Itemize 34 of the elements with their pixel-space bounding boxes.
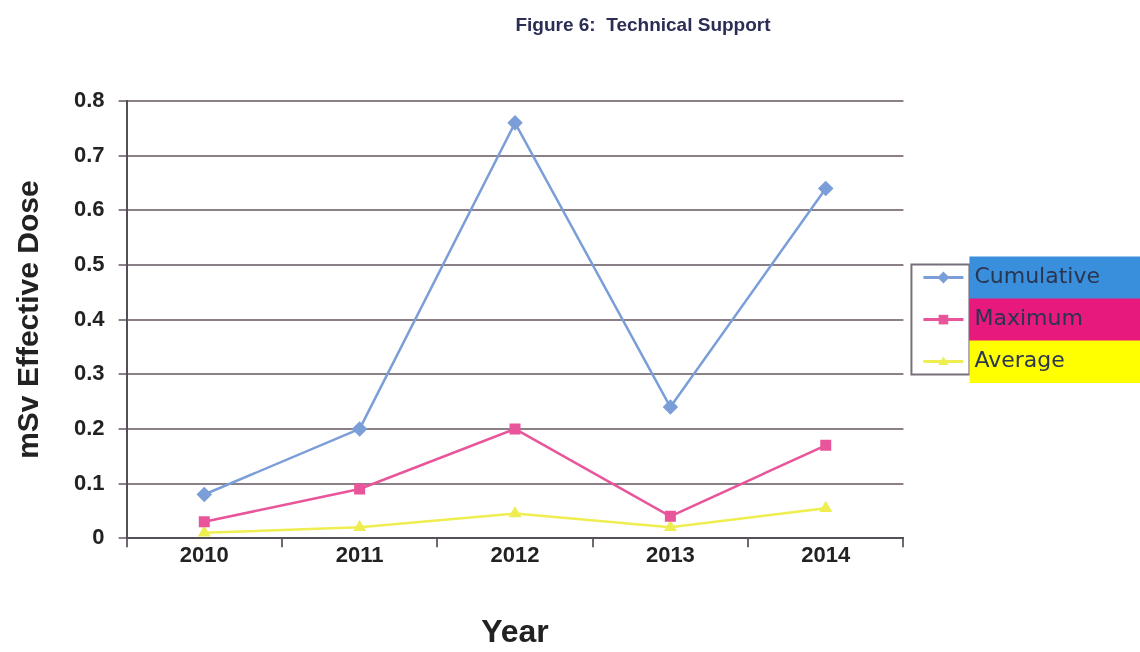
y-tick-label: 0.7	[73, 141, 105, 167]
y-tick-label: 0	[92, 524, 105, 550]
point	[664, 510, 676, 522]
legend-label: Cumulative	[974, 263, 1101, 289]
point	[820, 501, 832, 512]
y-tick-label: 0.3	[73, 360, 105, 386]
x-tick-label: 2012	[490, 542, 540, 568]
x-tick-label: 2013	[645, 542, 695, 568]
chart-title: Figure 6: Technical Support	[515, 14, 771, 36]
y-tick-label: 0.1	[73, 469, 105, 495]
point	[820, 439, 832, 451]
legend-label: Maximum	[974, 305, 1083, 331]
x-tick-label: 2010	[179, 542, 229, 568]
x-tick-label: 2011	[335, 542, 384, 568]
point	[509, 507, 521, 518]
y-axis-title: mSv Effective Dose	[11, 180, 45, 459]
point	[664, 521, 676, 532]
point	[818, 181, 833, 196]
point	[663, 399, 678, 415]
point	[507, 115, 523, 131]
legend-label: Average	[974, 347, 1065, 373]
y-tick-label: 0.4	[73, 305, 106, 331]
point	[198, 526, 210, 537]
x-tick-label: 2014	[801, 542, 851, 568]
point	[198, 516, 210, 528]
y-tick-label: 0.8	[73, 87, 105, 113]
x-axis-title: Year	[481, 612, 549, 649]
point	[197, 487, 212, 502]
y-tick-label: 0.5	[73, 251, 105, 277]
point	[354, 483, 366, 495]
y-tick-label: 0.6	[73, 196, 105, 222]
point	[509, 423, 521, 435]
point	[352, 421, 367, 437]
y-tick-label: 0.2	[73, 414, 105, 440]
